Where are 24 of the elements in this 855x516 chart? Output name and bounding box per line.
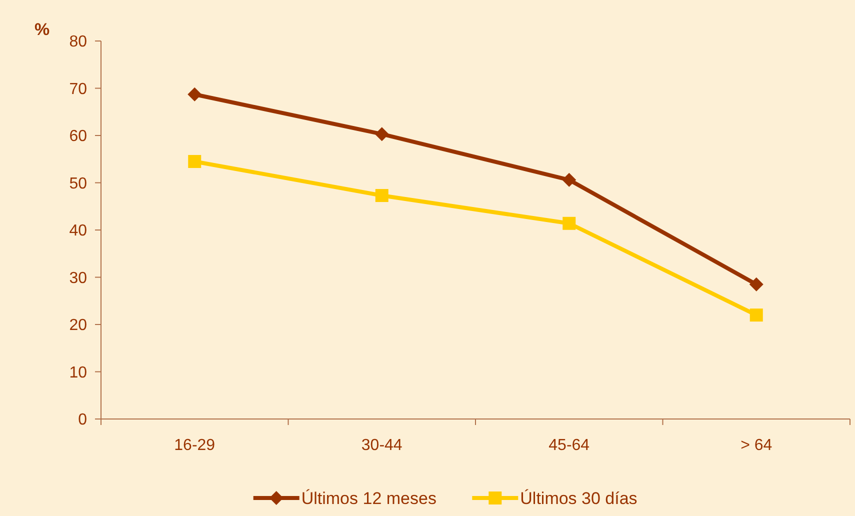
point bbox=[374, 127, 389, 142]
point bbox=[749, 277, 764, 292]
y-tick-label: 60 bbox=[69, 128, 88, 146]
point bbox=[562, 172, 576, 187]
x-tick-label: 30-44 bbox=[361, 437, 402, 454]
y-tick-label: 10 bbox=[69, 364, 88, 382]
y-tick-label: 50 bbox=[69, 175, 88, 192]
point bbox=[188, 87, 202, 102]
y-tick-label: 40 bbox=[69, 222, 88, 240]
x-tick-label: 16-29 bbox=[174, 437, 216, 454]
y-tick-label: 70 bbox=[69, 80, 88, 98]
point bbox=[562, 216, 576, 230]
y-tick-label: 80 bbox=[69, 34, 88, 51]
y-axis-title: % bbox=[34, 20, 50, 39]
y-tick-label: 20 bbox=[69, 317, 88, 334]
x-tick-label: > 64 bbox=[740, 437, 772, 454]
point bbox=[188, 154, 202, 168]
legend-label: Últimos 12 meses bbox=[301, 488, 436, 508]
x-tick-label: 45-64 bbox=[548, 437, 590, 454]
legend-label: Últimos 30 días bbox=[520, 488, 638, 508]
y-tick-label: 30 bbox=[69, 270, 88, 287]
y-tick-label: 0 bbox=[78, 412, 88, 429]
point bbox=[750, 308, 763, 322]
point bbox=[375, 189, 388, 202]
